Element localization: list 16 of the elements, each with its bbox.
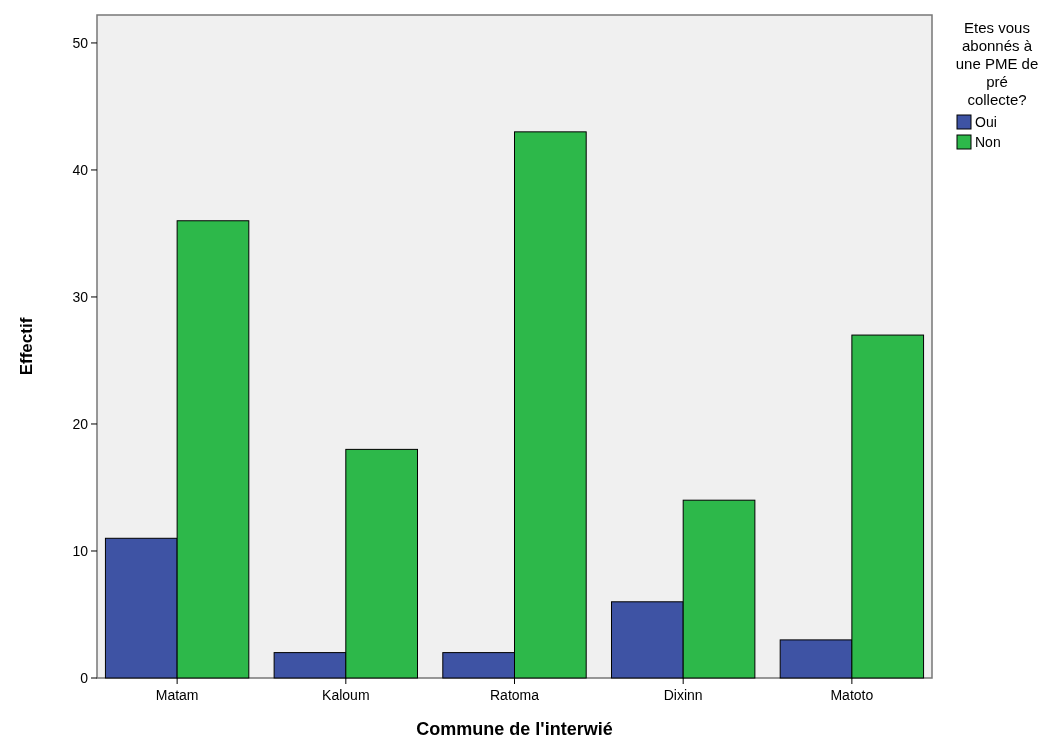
y-tick-label: 30	[72, 288, 89, 305]
y-axis-title: Effectif	[17, 317, 36, 376]
x-axis-title: Commune de l'interwié	[416, 719, 613, 739]
legend-label: Oui	[975, 114, 997, 130]
y-tick-label: 50	[72, 34, 89, 51]
x-tick-label: Dixinn	[663, 687, 703, 703]
x-tick-label: Kaloum	[322, 687, 370, 703]
x-tick-label: Matam	[155, 687, 199, 703]
y-tick-label: 20	[72, 415, 89, 432]
x-tick-label: Ratoma	[489, 687, 540, 703]
y-tick-label: 40	[72, 161, 89, 178]
y-tick-label: 10	[72, 542, 89, 559]
legend-title: Etes vous abonnés à une PME de pré collecte?	[955, 19, 1039, 108]
legend-label: Non	[975, 134, 1001, 150]
x-tick-label: Matoto	[830, 687, 874, 703]
y-tick-label: 0	[80, 669, 89, 686]
